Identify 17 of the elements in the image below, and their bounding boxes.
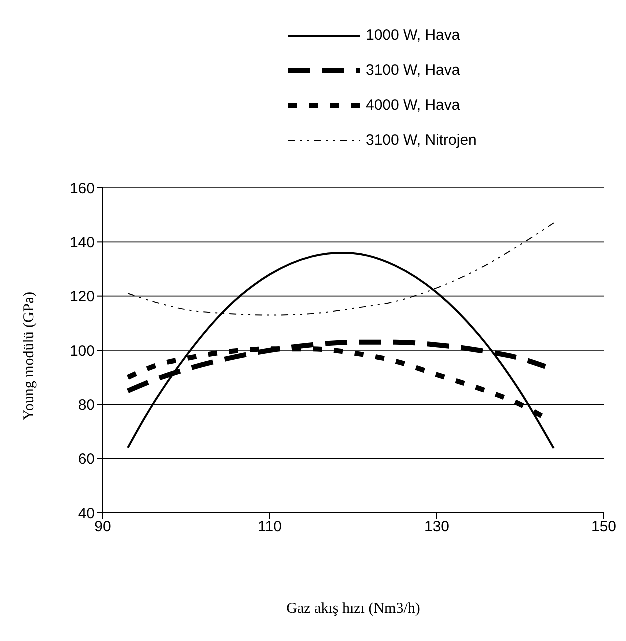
y-tick-label: 140	[70, 234, 95, 252]
legend-label: 1000 W, Hava	[366, 27, 460, 44]
legend-label: 3100 W, Nitrojen	[366, 132, 477, 149]
y-axis-title: Young modülü (GPa)	[21, 292, 38, 420]
legend-label: 4000 W, Hava	[366, 97, 460, 114]
x-tick-label: 150	[591, 518, 617, 536]
x-tick-label: 130	[424, 518, 450, 536]
x-axis-title: Gaz akış hızı (Nm3/h)	[286, 601, 420, 617]
legend-label: 3100 W, Hava	[366, 62, 460, 79]
y-tick-label: 60	[78, 451, 95, 468]
y-tick-label: 120	[70, 288, 95, 306]
y-tick-label: 160	[70, 180, 95, 198]
y-tick-label: 40	[78, 505, 95, 522]
y-tick-label: 80	[78, 396, 95, 414]
x-tick-label: 110	[258, 518, 282, 536]
x-tick-label: 90	[94, 518, 112, 536]
y-tick-label: 100	[70, 342, 95, 360]
